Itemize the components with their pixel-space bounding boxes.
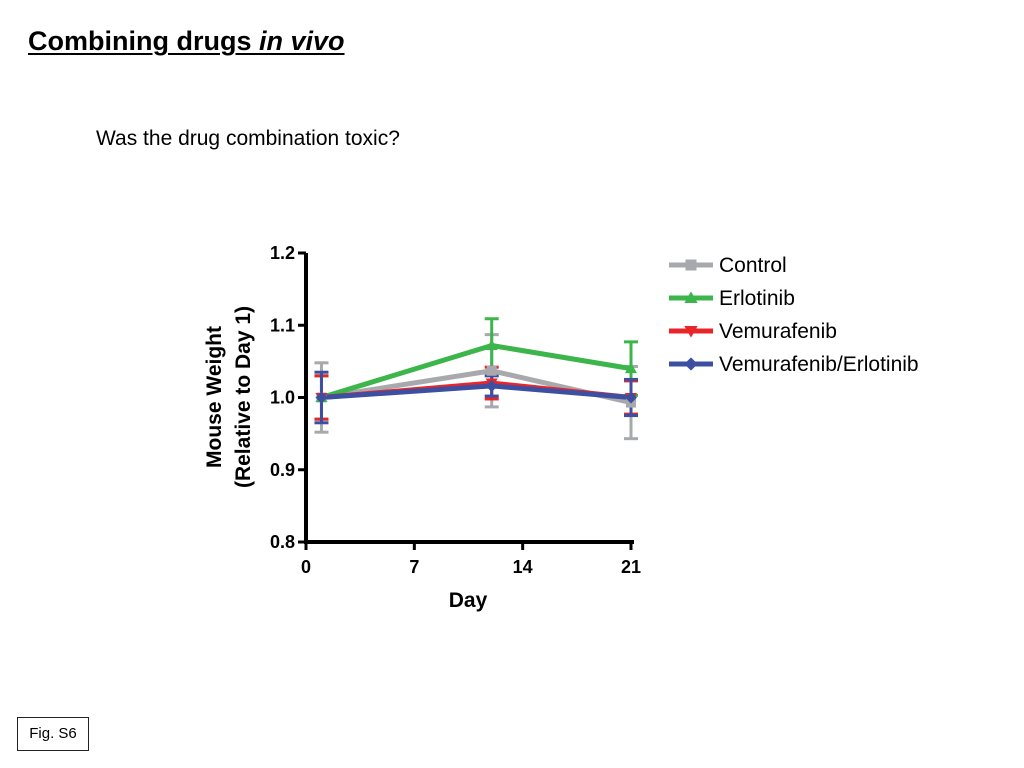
legend-item-erlotinib: Erlotinib <box>669 287 795 310</box>
legend-marker-vemurafenib-erlotinib <box>684 357 698 371</box>
series-markers <box>315 339 637 408</box>
control-point <box>486 365 497 376</box>
y-tick-label: 0.9 <box>270 460 295 480</box>
vemurafenib-erlotinib-point <box>625 391 637 404</box>
legend-label-control: Control <box>719 254 787 277</box>
erlotinib-point <box>485 339 498 350</box>
legend-label-vemurafenib-erlotinib: Vemurafenib/Erlotinib <box>719 353 919 376</box>
series-lines <box>320 342 632 405</box>
error-bars <box>314 317 638 441</box>
slide-title: Combining drugs in vivo <box>28 26 345 57</box>
erlotinib-point <box>625 362 637 374</box>
x-tick-label: 0 <box>301 557 311 577</box>
y-tick-label: 1.0 <box>270 388 295 408</box>
legend-label-vemurafenib: Vemurafenib <box>719 320 837 343</box>
y-axis-label-line2: (Relative to Day 1) <box>232 306 255 488</box>
legend-label-erlotinib: Erlotinib <box>719 287 795 310</box>
x-tick-label: 14 <box>513 557 533 577</box>
legend-item-control: Control <box>669 254 787 277</box>
x-axis-label: Day <box>449 589 488 612</box>
legend-item-vemurafenib-erlotinib: Vemurafenib/Erlotinib <box>669 353 919 376</box>
y-tick-label: 1.1 <box>270 315 295 335</box>
slide-title-italic: in vivo <box>258 26 345 56</box>
slide-question: Was the drug combination toxic? <box>96 127 400 150</box>
legend-item-vemurafenib: Vemurafenib <box>669 320 837 343</box>
slide-title-main: Combining drugs <box>28 26 259 56</box>
legend: Control Erlotinib Vemurafenib Vemurafenib/E… <box>669 254 919 376</box>
ticks: 0.8 0.9 1.0 1.1 1.2 0 7 14 21 <box>270 243 641 577</box>
legend-marker-vemurafenib <box>684 326 698 338</box>
axes <box>304 253 634 544</box>
x-tick-label: 7 <box>409 557 419 577</box>
y-tick-label: 0.8 <box>270 532 295 552</box>
legend-marker-control <box>685 259 697 271</box>
legend-marker-erlotinib <box>684 291 698 303</box>
vemurafenib-erlotinib-point <box>485 379 498 392</box>
y-axis-label-line1: Mouse Weight <box>203 326 226 468</box>
x-tick-label: 21 <box>621 557 641 577</box>
vemurafenib-erlotinib-point <box>315 391 328 404</box>
y-tick-label: 1.2 <box>270 243 295 263</box>
figure-label: Fig. S6 <box>17 717 89 751</box>
